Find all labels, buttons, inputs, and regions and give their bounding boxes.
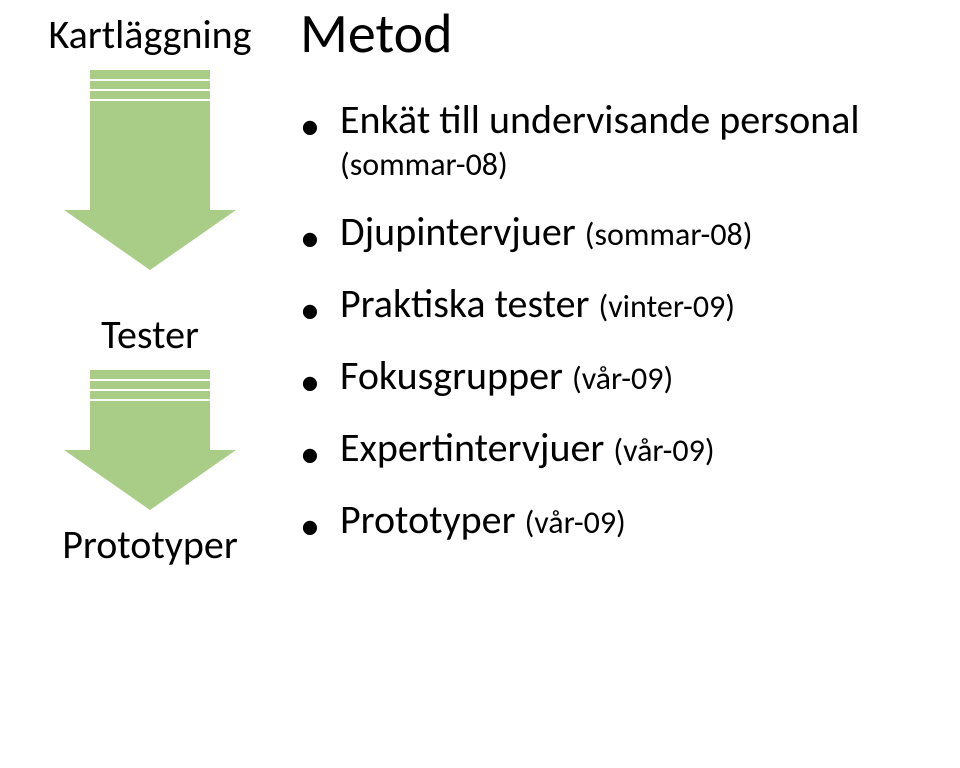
bullet-text: Prototyper (vår-09) [340,495,626,545]
bullet-dot: • [300,218,340,258]
bullet-text: Enkät till undervisande personal (sommar… [340,95,940,185]
bullet-item: • Expertintervjuer (vår-09) [300,423,940,473]
phase-label-2: Tester [0,310,300,359]
bullet-text: Fokusgrupper (vår-09) [340,351,673,401]
bullet-item: • Djupintervjuer (sommar-08) [300,207,940,257]
bullet-item: • Prototyper (vår-09) [300,495,940,545]
bullet-text: Djupintervjuer (sommar-08) [340,207,752,257]
bullet-dot: • [300,290,340,330]
bullet-text: Expertintervjuer (vår-09) [340,423,715,473]
down-arrow-2 [64,370,184,515]
down-arrow-1 [64,70,184,275]
bullet-dot: • [300,106,340,146]
slide-title: Metod [300,0,453,68]
bullet-text: Praktiska tester (vinter-09) [340,279,735,329]
bullet-dot: • [300,434,340,474]
phase-label-1: Kartläggning [0,10,300,59]
bullet-list: • Enkät till undervisande personal (somm… [300,95,940,567]
bullet-item: • Fokusgrupper (vår-09) [300,351,940,401]
bullet-dot: • [300,506,340,546]
bullet-dot: • [300,362,340,402]
bullet-item: • Praktiska tester (vinter-09) [300,279,940,329]
phase-label-3: Prototyper [0,520,300,569]
bullet-item: • Enkät till undervisande personal (somm… [300,95,940,185]
